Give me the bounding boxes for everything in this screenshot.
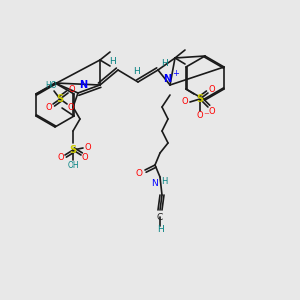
Text: O: O [182, 98, 188, 106]
Text: N: N [163, 74, 171, 84]
Text: H: H [109, 58, 116, 67]
Text: OH: OH [67, 160, 79, 169]
Text: O: O [196, 112, 203, 121]
Text: O: O [69, 85, 75, 94]
Text: H: H [133, 68, 140, 76]
Text: O: O [136, 169, 142, 178]
Text: C: C [157, 212, 163, 221]
Text: HO: HO [45, 80, 57, 89]
Text: O: O [68, 103, 74, 112]
Text: O: O [58, 154, 64, 163]
Text: S: S [56, 94, 64, 104]
Text: N: N [79, 80, 87, 90]
Text: O: O [208, 106, 215, 116]
Text: S: S [196, 94, 203, 104]
Text: ⁻: ⁻ [203, 111, 209, 121]
Text: S: S [69, 145, 76, 155]
Text: N: N [152, 178, 158, 188]
Text: O: O [208, 85, 215, 94]
Text: O: O [82, 154, 88, 163]
Text: +: + [172, 70, 179, 79]
Text: O: O [85, 142, 91, 152]
Text: H: H [161, 176, 167, 185]
Text: H: H [157, 226, 164, 235]
Text: H: H [162, 59, 168, 68]
Text: O: O [46, 103, 52, 112]
